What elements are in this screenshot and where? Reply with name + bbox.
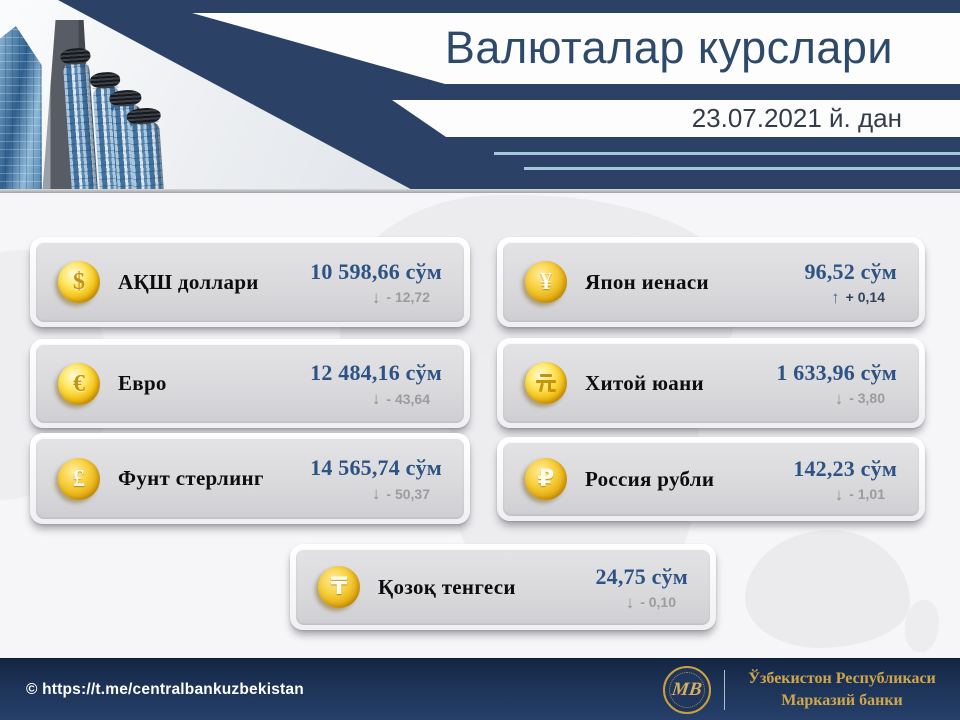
world-map-watermark: [905, 600, 939, 652]
down-arrow-icon: ↓: [371, 287, 381, 307]
currency-name: Қозоқ тенгеси: [378, 574, 516, 599]
rate-change-amount: - 12,72: [386, 289, 430, 305]
header-divider: [0, 189, 960, 193]
brand-block: МВ Ўзбекистон Республикаси Марказий банк…: [663, 659, 946, 720]
rate-change-amount: - 1,01: [849, 486, 885, 502]
cylindrical-tower: [129, 121, 164, 193]
currency-name: Хитой юани: [585, 370, 704, 395]
down-arrow-icon: ↓: [834, 484, 844, 504]
exchange-rate-value: 12 484,16 сўм: [310, 360, 442, 385]
rub-coin-icon: ₽: [525, 458, 567, 500]
rate-change-amount: - 50,37: [386, 485, 430, 502]
effective-date: 23.07.2021 й. дан: [691, 103, 902, 133]
page-title: Валюталар курслари: [444, 22, 894, 73]
glass-tower: [0, 26, 42, 193]
exchange-rate-value: 1 633,96 сўм: [776, 359, 897, 385]
date-band: [392, 100, 960, 137]
currency-name: Фунт стерлинг: [118, 466, 264, 490]
bank-name: Ўзбекистон Республикаси Марказий банки: [748, 669, 936, 709]
rate-change-amount: - 0,10: [640, 594, 676, 610]
usd-currency-card: $ АҚШ доллари 10 598,66 сўм ↓ - 12,72: [30, 237, 470, 327]
rub-currency-card: ₽ Россия рубли 142,23 сўм ↓ - 1,01: [497, 437, 925, 521]
usd-coin-icon: $: [58, 261, 100, 303]
down-arrow-icon: ↓: [371, 389, 381, 408]
rate-change: ↓ - 43,64: [372, 390, 442, 407]
rate-change: ↓ - 50,37: [372, 485, 442, 502]
exchange-rate-value: 24,75 сўм: [595, 563, 688, 589]
down-arrow-icon: ↓: [834, 388, 844, 408]
currency-name: Евро: [118, 371, 167, 395]
kzt-coin-icon: ₸: [318, 566, 360, 608]
cny-currency-card: 元 Хитой юани 1 633,96 сўм ↓ - 3,80: [497, 338, 925, 428]
central-bank-logo-icon: МВ: [663, 666, 711, 714]
currency-name: Япон иенаси: [585, 269, 709, 294]
header: Валюталар курслари 23.07.2021 й. дан: [0, 0, 960, 193]
rate-change-amount: + 0,14: [845, 289, 885, 305]
up-arrow-icon: ↑: [831, 287, 840, 307]
gbp-coin-icon: £: [58, 457, 100, 500]
currency-name: АҚШ доллари: [118, 269, 259, 294]
decorative-line: [494, 152, 960, 155]
exchange-rate-value: 10 598,66 сўм: [310, 258, 442, 284]
world-map-watermark-australia: [745, 530, 910, 648]
jpy-coin-icon: ¥: [525, 261, 567, 303]
exchange-rate-value: 14 565,74 сўм: [310, 455, 442, 480]
eur-currency-card: € Евро 12 484,16 сўм ↓ - 43,64: [30, 339, 470, 428]
rate-change: ↓ - 1,01: [835, 486, 897, 503]
eur-coin-icon: €: [58, 362, 100, 405]
rate-change: ↓ - 3,80: [835, 390, 897, 407]
rate-change: ↑ + 0,14: [831, 289, 897, 306]
exchange-rate-value: 142,23 сўм: [793, 455, 897, 481]
footer: © https://t.me/centralbankuzbekistan МВ …: [0, 658, 960, 720]
rate-change-amount: - 43,64: [386, 390, 430, 407]
currency-name: Россия рубли: [585, 466, 715, 491]
source-url[interactable]: © https://t.me/centralbankuzbekistan: [26, 681, 304, 698]
cny-coin-icon: 元: [525, 362, 567, 404]
exchange-rate-value: 96,52 сўм: [804, 258, 897, 284]
yuan-glyph: [535, 372, 557, 394]
kzt-currency-card: ₸ Қозоқ тенгеси 24,75 сўм ↓ - 0,10: [290, 544, 716, 630]
down-arrow-icon: ↓: [625, 592, 635, 612]
down-arrow-icon: ↓: [371, 484, 381, 503]
divider: [724, 670, 725, 710]
decorative-line: [524, 167, 960, 170]
rate-change: ↓ - 12,72: [372, 289, 442, 306]
rate-change: ↓ - 0,10: [626, 594, 688, 611]
rate-change-amount: - 3,80: [849, 390, 885, 406]
jpy-currency-card: ¥ Япон иенаси 96,52 сўм ↑ + 0,14: [497, 237, 925, 327]
gbp-currency-card: £ Фунт стерлинг 14 565,74 сўм ↓ - 50,37: [30, 433, 470, 524]
